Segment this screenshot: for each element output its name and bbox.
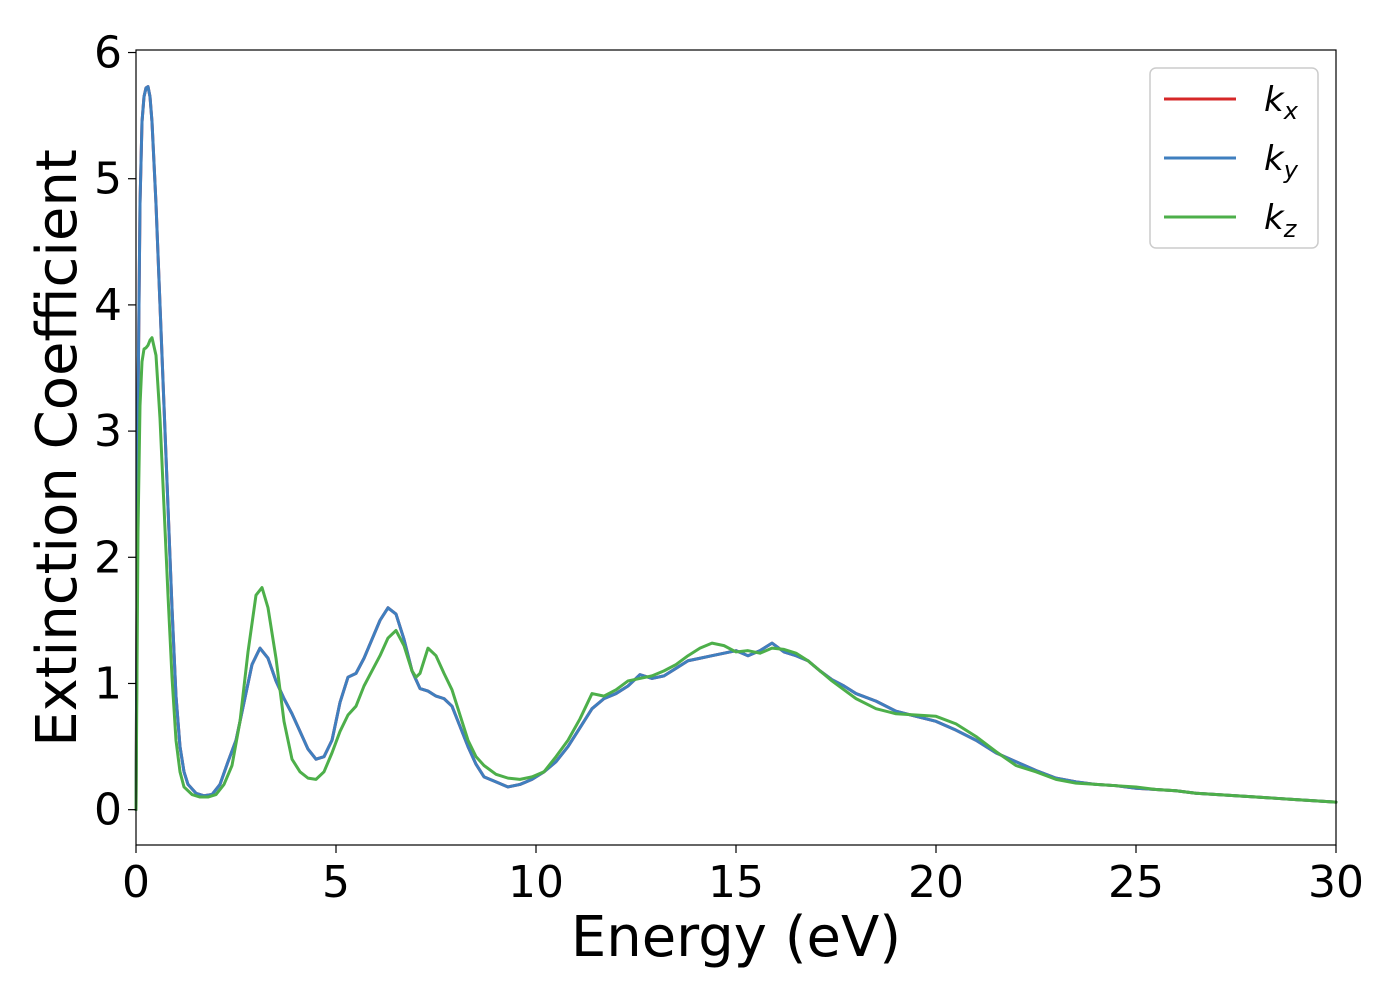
x-axis-ticks: 0 5 10 15 20 25 30 [122,845,1364,908]
legend-label-subscript: y [1283,156,1299,184]
legend-label-base: k [1264,139,1285,179]
legend-label-x: kx [1264,80,1299,125]
series-line-z [134,336,1338,812]
x-tick-label: 25 [1108,857,1164,908]
y-tick-label: 6 [94,28,122,79]
y-tick-label: 2 [94,532,122,583]
legend-label-subscript: x [1283,97,1299,125]
y-tick-label: 3 [94,406,122,457]
x-tick-label: 15 [708,857,764,908]
legend-label-subscript: z [1283,215,1298,243]
y-axis-ticks: 0 1 2 3 4 5 6 [94,28,136,836]
x-tick-label: 10 [508,857,564,908]
x-tick-label: 0 [122,857,150,908]
y-tick-label: 0 [94,785,122,836]
y-tick-label: 1 [94,658,122,709]
legend-label-z: kz [1264,198,1298,243]
legend-label-base: k [1264,198,1285,238]
y-axis-title: Extinction Coefficient [25,149,90,747]
x-tick-label: 20 [908,857,964,908]
x-tick-label: 5 [322,857,350,908]
x-tick-label: 30 [1308,857,1364,908]
y-tick-label: 4 [94,280,122,331]
y-tick-label: 5 [94,154,122,205]
series-line-y [134,85,1338,812]
series-layer [134,85,1338,812]
x-axis-title: Energy (eV) [571,905,901,970]
legend-label-base: k [1264,80,1285,120]
legend-label-y: ky [1264,139,1299,184]
